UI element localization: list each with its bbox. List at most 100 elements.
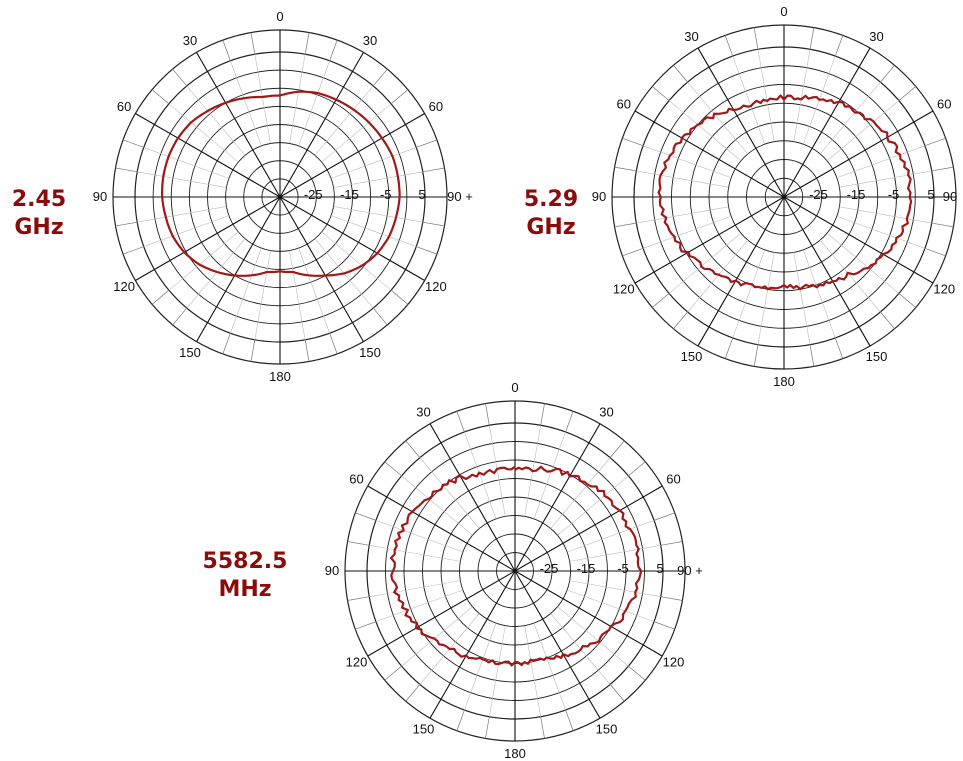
- minor-spoke: [567, 589, 655, 622]
- angle-label: 120: [613, 282, 635, 297]
- tick-line: [151, 89, 170, 105]
- tick-line: [614, 222, 637, 228]
- angle-label: 30: [684, 29, 698, 44]
- angle-label: 60: [349, 472, 363, 487]
- radial-tick-label: -25: [540, 561, 559, 576]
- minor-spoke: [230, 247, 262, 334]
- tick-line: [222, 39, 231, 61]
- radial-tick-label: -5: [617, 561, 629, 576]
- major-spoke: [429, 423, 516, 572]
- tick-line: [753, 27, 759, 50]
- minor-spoke: [826, 232, 900, 294]
- tick-line: [304, 339, 310, 362]
- minor-spoke: [401, 606, 473, 667]
- tick-line: [931, 166, 954, 172]
- radial-tick-label: -15: [847, 187, 866, 202]
- minor-spoke: [642, 145, 732, 179]
- tick-line: [614, 166, 637, 172]
- angle-label: 90: [943, 189, 957, 204]
- tick-line: [172, 68, 188, 87]
- radial-tick-label: -15: [577, 561, 596, 576]
- minor-spoke: [186, 238, 246, 309]
- minor-spoke: [819, 81, 881, 155]
- angle-label: 0: [780, 4, 787, 19]
- minor-spoke: [419, 457, 480, 529]
- radiation-pattern-line: [657, 94, 913, 291]
- tick-line: [834, 35, 844, 57]
- polar-grid: [112, 29, 448, 365]
- minor-spoke: [298, 247, 330, 334]
- tick-line: [250, 32, 256, 55]
- tick-line: [609, 684, 625, 702]
- angle-label: 120: [113, 279, 135, 294]
- radial-tick-label: 5: [656, 561, 663, 576]
- tick-line: [628, 461, 646, 477]
- minor-spoke: [289, 54, 306, 144]
- tick-line: [809, 344, 815, 367]
- minor-spoke: [375, 520, 463, 553]
- minor-spoke: [321, 103, 392, 163]
- tick-line: [422, 221, 445, 227]
- minor-spoke: [836, 145, 926, 179]
- radial-tick-label: -5: [888, 187, 900, 202]
- minor-spoke: [333, 171, 423, 188]
- minor-spoke: [569, 580, 661, 597]
- minor-spoke: [687, 239, 749, 313]
- tick-line: [540, 716, 545, 739]
- major-spoke: [196, 52, 281, 198]
- tick-line: [416, 139, 438, 148]
- tick-line: [390, 289, 409, 305]
- angle-label: 90: [93, 189, 107, 204]
- major-spoke: [429, 570, 516, 719]
- tick-line: [372, 307, 388, 326]
- major-spoke: [514, 423, 601, 572]
- tick-line: [540, 403, 545, 426]
- minor-spoke: [826, 100, 900, 162]
- minor-spoke: [143, 147, 230, 179]
- frequency-value-1: 2.45: [11, 187, 67, 212]
- tick-line: [660, 541, 683, 546]
- tick-line: [172, 307, 188, 326]
- tick-line: [151, 289, 170, 305]
- polar-grid: [611, 24, 957, 370]
- radial-tick-label: 5: [927, 187, 934, 202]
- angle-label: 120: [933, 282, 955, 297]
- tick-line: [673, 311, 688, 329]
- minor-spoke: [254, 250, 271, 340]
- angle-label: 30: [869, 29, 883, 44]
- minor-spoke: [137, 171, 227, 188]
- minor-spoke: [668, 100, 742, 162]
- frequency-label-3: 5582.5 MHz: [190, 548, 300, 604]
- frequency-unit-2: GHz: [526, 215, 576, 240]
- major-spoke: [279, 196, 425, 281]
- angle-label: 90 +: [447, 189, 473, 204]
- minor-spoke: [289, 250, 306, 340]
- tick-line: [880, 65, 895, 83]
- tick-line: [250, 339, 256, 362]
- tick-line: [898, 86, 916, 101]
- tick-line: [405, 684, 421, 702]
- tick-line: [122, 139, 144, 148]
- tick-line: [660, 596, 683, 601]
- tick-line: [653, 621, 675, 630]
- minor-spoke: [687, 81, 749, 155]
- frequency-value-3: 5582.5: [202, 549, 288, 574]
- tick-line: [329, 39, 338, 61]
- minor-spoke: [186, 85, 246, 156]
- angle-label: 30: [599, 405, 613, 420]
- major-spoke: [514, 485, 663, 572]
- radial-tick-label: -25: [809, 187, 828, 202]
- angle-label: 180: [504, 746, 526, 761]
- minor-spoke: [757, 49, 775, 142]
- minor-spoke: [550, 457, 611, 529]
- tick-line: [456, 411, 465, 433]
- minor-spoke: [802, 249, 836, 339]
- minor-spoke: [464, 431, 497, 519]
- tick-line: [724, 337, 734, 359]
- major-spoke: [367, 570, 516, 657]
- tick-line: [809, 27, 815, 50]
- major-spoke: [135, 113, 281, 198]
- major-spoke: [514, 570, 663, 657]
